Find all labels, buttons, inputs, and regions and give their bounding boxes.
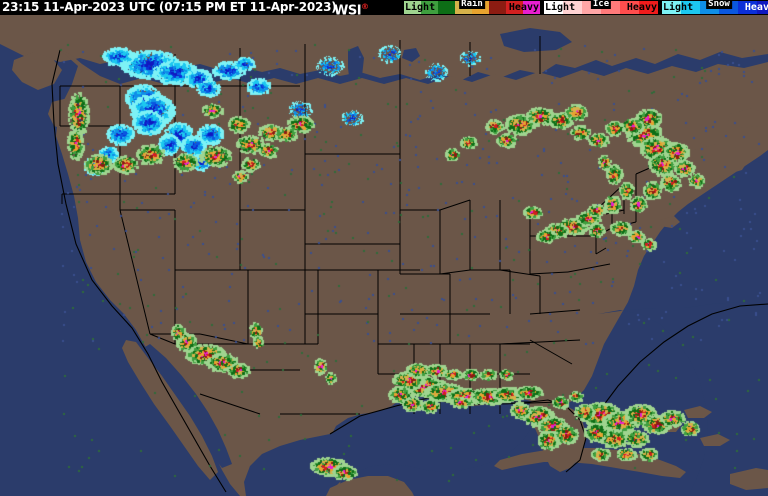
legend-swatch	[421, 1, 438, 14]
legend-heavy-label: Heavy	[626, 2, 657, 13]
wsi-logo-text: WSI	[334, 3, 362, 19]
map-canvas[interactable]	[0, 14, 768, 496]
registered-mark-icon: ®	[361, 2, 370, 11]
legend-title-snow: Snow	[706, 0, 732, 9]
legend-swatch	[523, 1, 540, 14]
legend-swatch	[506, 1, 523, 14]
legend-title-ice: Ice	[590, 0, 612, 9]
legend-swatch	[757, 1, 768, 14]
bahamas-island-b	[648, 420, 682, 432]
wsi-logo: WSI®	[334, 0, 370, 19]
legend-light-label: Light	[663, 2, 694, 13]
legend-heavy-label: Heavy	[508, 2, 539, 13]
canada-landmass	[0, 14, 768, 80]
precip-legend: Light Heavy Rain Light Heavy Ice Light Heavy Sno…	[404, 0, 768, 14]
legend-group-ice: Light Heavy Ice	[544, 0, 658, 14]
legend-swatch	[662, 1, 681, 14]
header-bar: 23:15 11-Apr-2023 UTC (07:15 PM ET 11-Ap…	[0, 0, 768, 19]
legend-swatch	[639, 1, 658, 14]
legend-swatch	[438, 1, 455, 14]
cuba	[494, 448, 686, 478]
legend-title-rain: Rain	[459, 0, 485, 9]
legend-swatch	[489, 1, 506, 14]
legend-light-label: Light	[545, 2, 576, 13]
legend-group-snow: Light Heavy Snow	[662, 0, 768, 14]
legend-swatch	[404, 1, 421, 14]
legend-light-label: Light	[405, 2, 436, 13]
legend-swatch	[544, 1, 563, 14]
bahamas-island-a	[612, 410, 646, 422]
timestamp-label: 23:15 11-Apr-2023 UTC (07:15 PM ET 11-Ap…	[2, 0, 337, 14]
basemap-svg	[0, 14, 768, 496]
legend-group-rain: Light Heavy Rain	[404, 0, 540, 14]
legend-swatch	[563, 1, 582, 14]
legend-swatch	[738, 1, 757, 14]
legend-swatch	[620, 1, 639, 14]
legend-swatch	[681, 1, 700, 14]
legend-heavy-label: Heavy	[744, 2, 768, 13]
